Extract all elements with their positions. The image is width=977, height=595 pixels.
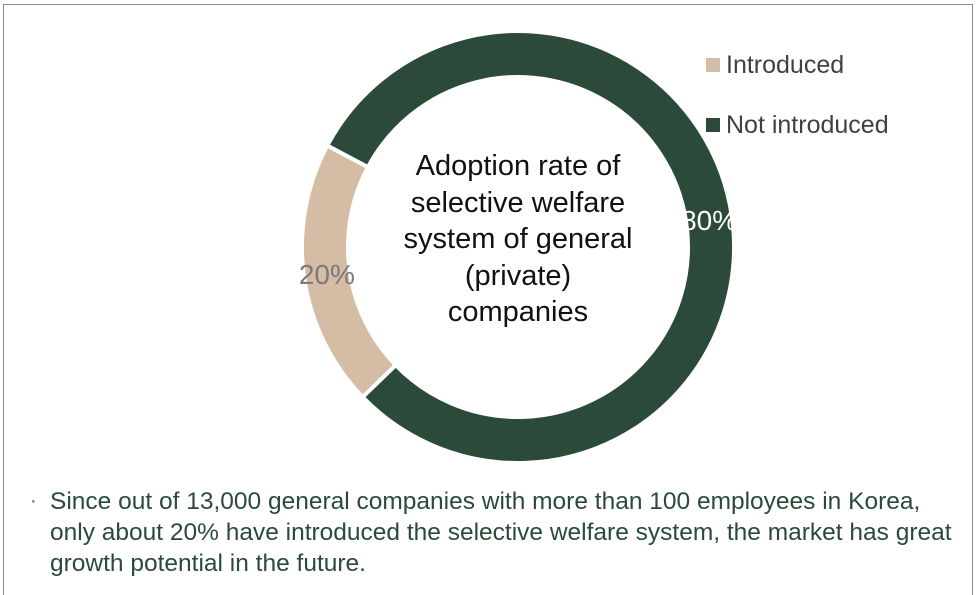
chart-frame <box>3 4 973 595</box>
legend-label: Not introduced <box>726 110 889 139</box>
chart-title-line: Adoption rate of <box>415 150 621 182</box>
legend-swatch <box>706 58 720 72</box>
donut-slice-introduced <box>300 142 399 400</box>
legend: Introduced Not introduced <box>706 50 889 170</box>
chart-title-line: (private) <box>464 259 572 292</box>
donut-slice-not-introduced <box>324 29 736 465</box>
legend-swatch <box>706 118 720 132</box>
legend-item-not-introduced: Not introduced <box>706 110 889 140</box>
legend-item-introduced: Introduced <box>706 50 889 80</box>
chart-title-line: system of general <box>403 223 633 255</box>
data-label-introduced: 20% <box>299 259 355 290</box>
bullet-icon: · <box>30 490 37 512</box>
chart-title-line: companies <box>447 296 589 328</box>
footnote-text: Since out of 13,000 general companies wi… <box>50 488 952 577</box>
legend-label: Introduced <box>726 50 845 79</box>
data-label-not-introduced: 80% <box>681 205 737 236</box>
chart-title: Adoption rate of selective welfare syste… <box>383 148 653 331</box>
footnote: · Since out of 13,000 general companies … <box>30 486 965 579</box>
chart-title-line: selective welfare <box>410 186 626 219</box>
